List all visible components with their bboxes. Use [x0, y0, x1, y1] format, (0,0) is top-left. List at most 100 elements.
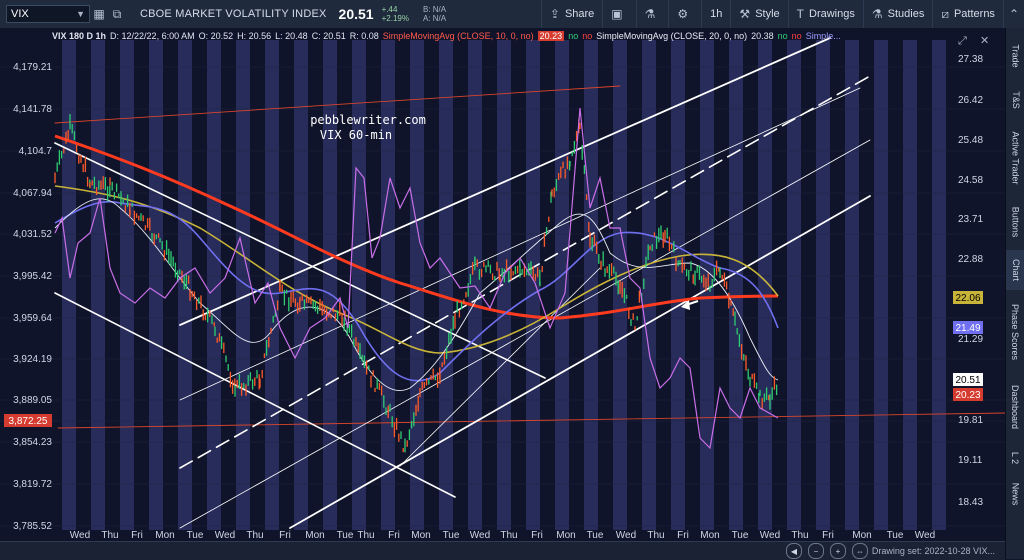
interval-button[interactable]: 1h — [701, 0, 730, 28]
grid-icon[interactable]: ▦ — [93, 7, 105, 21]
session-stripe — [903, 40, 917, 530]
badge-white — [953, 373, 983, 386]
session-stripe — [352, 40, 366, 530]
tab-time-sales[interactable]: T&S — [1006, 82, 1024, 118]
left-axis-label: 3,854.23 — [13, 437, 52, 448]
left-axis-label: 4,031.52 — [13, 229, 52, 240]
badge-red — [953, 388, 983, 401]
legend-no-3: no — [777, 31, 788, 41]
legend-no-4: no — [791, 31, 802, 41]
drawing-set-label[interactable]: Drawing set: 2022-10-28 VIX... — [871, 546, 995, 556]
badge-blue-text: 21.49 — [955, 323, 980, 334]
time-axis-label: Mon — [852, 530, 871, 541]
tab-time-sales-label: T&S — [1010, 91, 1021, 109]
session-stripe — [729, 40, 743, 530]
time-axis-label: Wed — [616, 530, 636, 541]
session-stripe — [874, 40, 888, 530]
session-stripe — [207, 40, 221, 530]
tab-news[interactable]: News — [1006, 476, 1024, 512]
chevron-up-icon: ⌃ — [1008, 7, 1019, 21]
time-axis-label: Thu — [357, 530, 374, 541]
axis-badges: 22.06 21.49 20.51 20.23 3,872.25 — [4, 291, 983, 427]
flask-button[interactable]: ⚗ — [635, 0, 669, 28]
link-icon[interactable]: ⧉ — [112, 6, 122, 21]
ma-red-line — [54, 134, 779, 320]
flask-icon: ⚗ — [644, 7, 656, 21]
style-label: Style — [755, 8, 780, 20]
badge-white-text: 20.51 — [955, 375, 980, 386]
share-button[interactable]: ⇪ Share — [540, 0, 602, 28]
legend-ma10[interactable]: SimpleMovingAvg (CLOSE, 10, 0, no) — [382, 31, 534, 41]
clipboard-button[interactable]: ▣ — [602, 0, 635, 28]
tab-active-trader-label: Active Trader — [1010, 131, 1021, 185]
legend-ma20-value: 20.38 — [751, 31, 774, 41]
settings-button[interactable]: ⚙ — [668, 0, 701, 28]
bid-value: B: N/A — [422, 5, 447, 14]
tab-level-2[interactable]: L 2 — [1006, 444, 1024, 472]
legend-ma20[interactable]: SimpleMovingAvg (CLOSE, 20, 0, no) — [596, 31, 748, 41]
drawings-button[interactable]: T Drawings — [787, 0, 863, 28]
tab-level-2-label: L 2 — [1010, 451, 1021, 465]
tab-chart-label: Chart — [1010, 258, 1021, 282]
studies-button[interactable]: ⚗ Studies — [862, 0, 932, 28]
tab-trade[interactable]: Trade — [1006, 34, 1024, 78]
scroll-left-button[interactable]: ◀ — [786, 543, 802, 559]
time-axis-label: Thu — [500, 530, 517, 541]
session-stripe — [120, 40, 134, 530]
right-axis-label: 25.48 — [958, 135, 983, 146]
left-axis-label: 3,959.64 — [13, 313, 52, 324]
zoom-in-button[interactable]: + — [830, 543, 846, 559]
badge-red-text: 20.23 — [955, 390, 980, 401]
reset-zoom-button[interactable]: ⇔ — [852, 543, 868, 559]
tab-phase-scores-label: Phase Scores — [1010, 303, 1021, 361]
right-sidebar: Trade T&S Active Trader Buttons Chart Ph… — [1005, 28, 1024, 559]
time-axis-label: Wed — [215, 530, 235, 541]
time-axis-label: Wed — [70, 530, 90, 541]
tab-chart[interactable]: Chart — [1006, 250, 1024, 290]
time-axis-label: Tue — [337, 530, 354, 541]
legend-range: R: 0.08 — [349, 31, 379, 41]
session-stripe — [845, 40, 859, 530]
text-tool-icon: T — [796, 7, 804, 21]
interval-label: 1h — [710, 8, 723, 20]
session-stripe — [642, 40, 656, 530]
tab-buttons[interactable]: Buttons — [1006, 198, 1024, 246]
close-icon: ✕ — [980, 34, 989, 47]
session-stripe — [468, 40, 482, 530]
session-stripe — [294, 40, 308, 530]
ask-value: A: N/A — [422, 14, 447, 23]
more-button[interactable]: ⌃ — [1002, 0, 1024, 28]
zoom-out-button[interactable]: − — [808, 543, 824, 559]
clipboard-icon: ▣ — [611, 7, 623, 21]
right-axis-label: 18.43 — [958, 497, 983, 508]
annotation-line-1: pebblewriter.com — [310, 113, 426, 127]
session-stripe — [62, 40, 76, 530]
drawings-label: Drawings — [809, 8, 855, 20]
vix-violet-line — [54, 107, 779, 450]
tab-phase-scores[interactable]: Phase Scores — [1006, 294, 1024, 370]
patterns-button[interactable]: ⧄ Patterns — [932, 0, 1003, 28]
time-axis-label: Wed — [760, 530, 780, 541]
symbol-selector[interactable]: VIX ▼ — [6, 5, 90, 23]
price-chart[interactable]: pebblewriter.com VIX 60-min 4,179.21 4,14… — [0, 28, 1005, 559]
tab-dashboard[interactable]: Dashboard — [1006, 374, 1024, 440]
time-axis-label: Wed — [470, 530, 490, 541]
time-axis-label: Wed — [915, 530, 935, 541]
left-axis-label: 3,924.19 — [13, 354, 52, 365]
price-change: +.44 +2.19% — [382, 5, 409, 23]
legend-high: H: 20.56 — [237, 31, 272, 41]
time-axis-label: Fri — [279, 530, 291, 541]
patterns-label: Patterns — [953, 8, 995, 20]
session-stripe — [410, 40, 424, 530]
session-stripe — [787, 40, 801, 530]
bid-ask: B: N/A A: N/A — [423, 5, 446, 23]
time-axis-label: Fri — [388, 530, 400, 541]
session-stripe — [671, 40, 685, 530]
style-button[interactable]: ⚒ Style — [730, 0, 787, 28]
legend-open: O: 20.52 — [198, 31, 234, 41]
legend-ma-more[interactable]: Simple... — [805, 31, 841, 41]
tab-active-trader[interactable]: Active Trader — [1006, 122, 1024, 194]
session-stripe — [555, 40, 569, 530]
time-axis-label: Fri — [677, 530, 689, 541]
